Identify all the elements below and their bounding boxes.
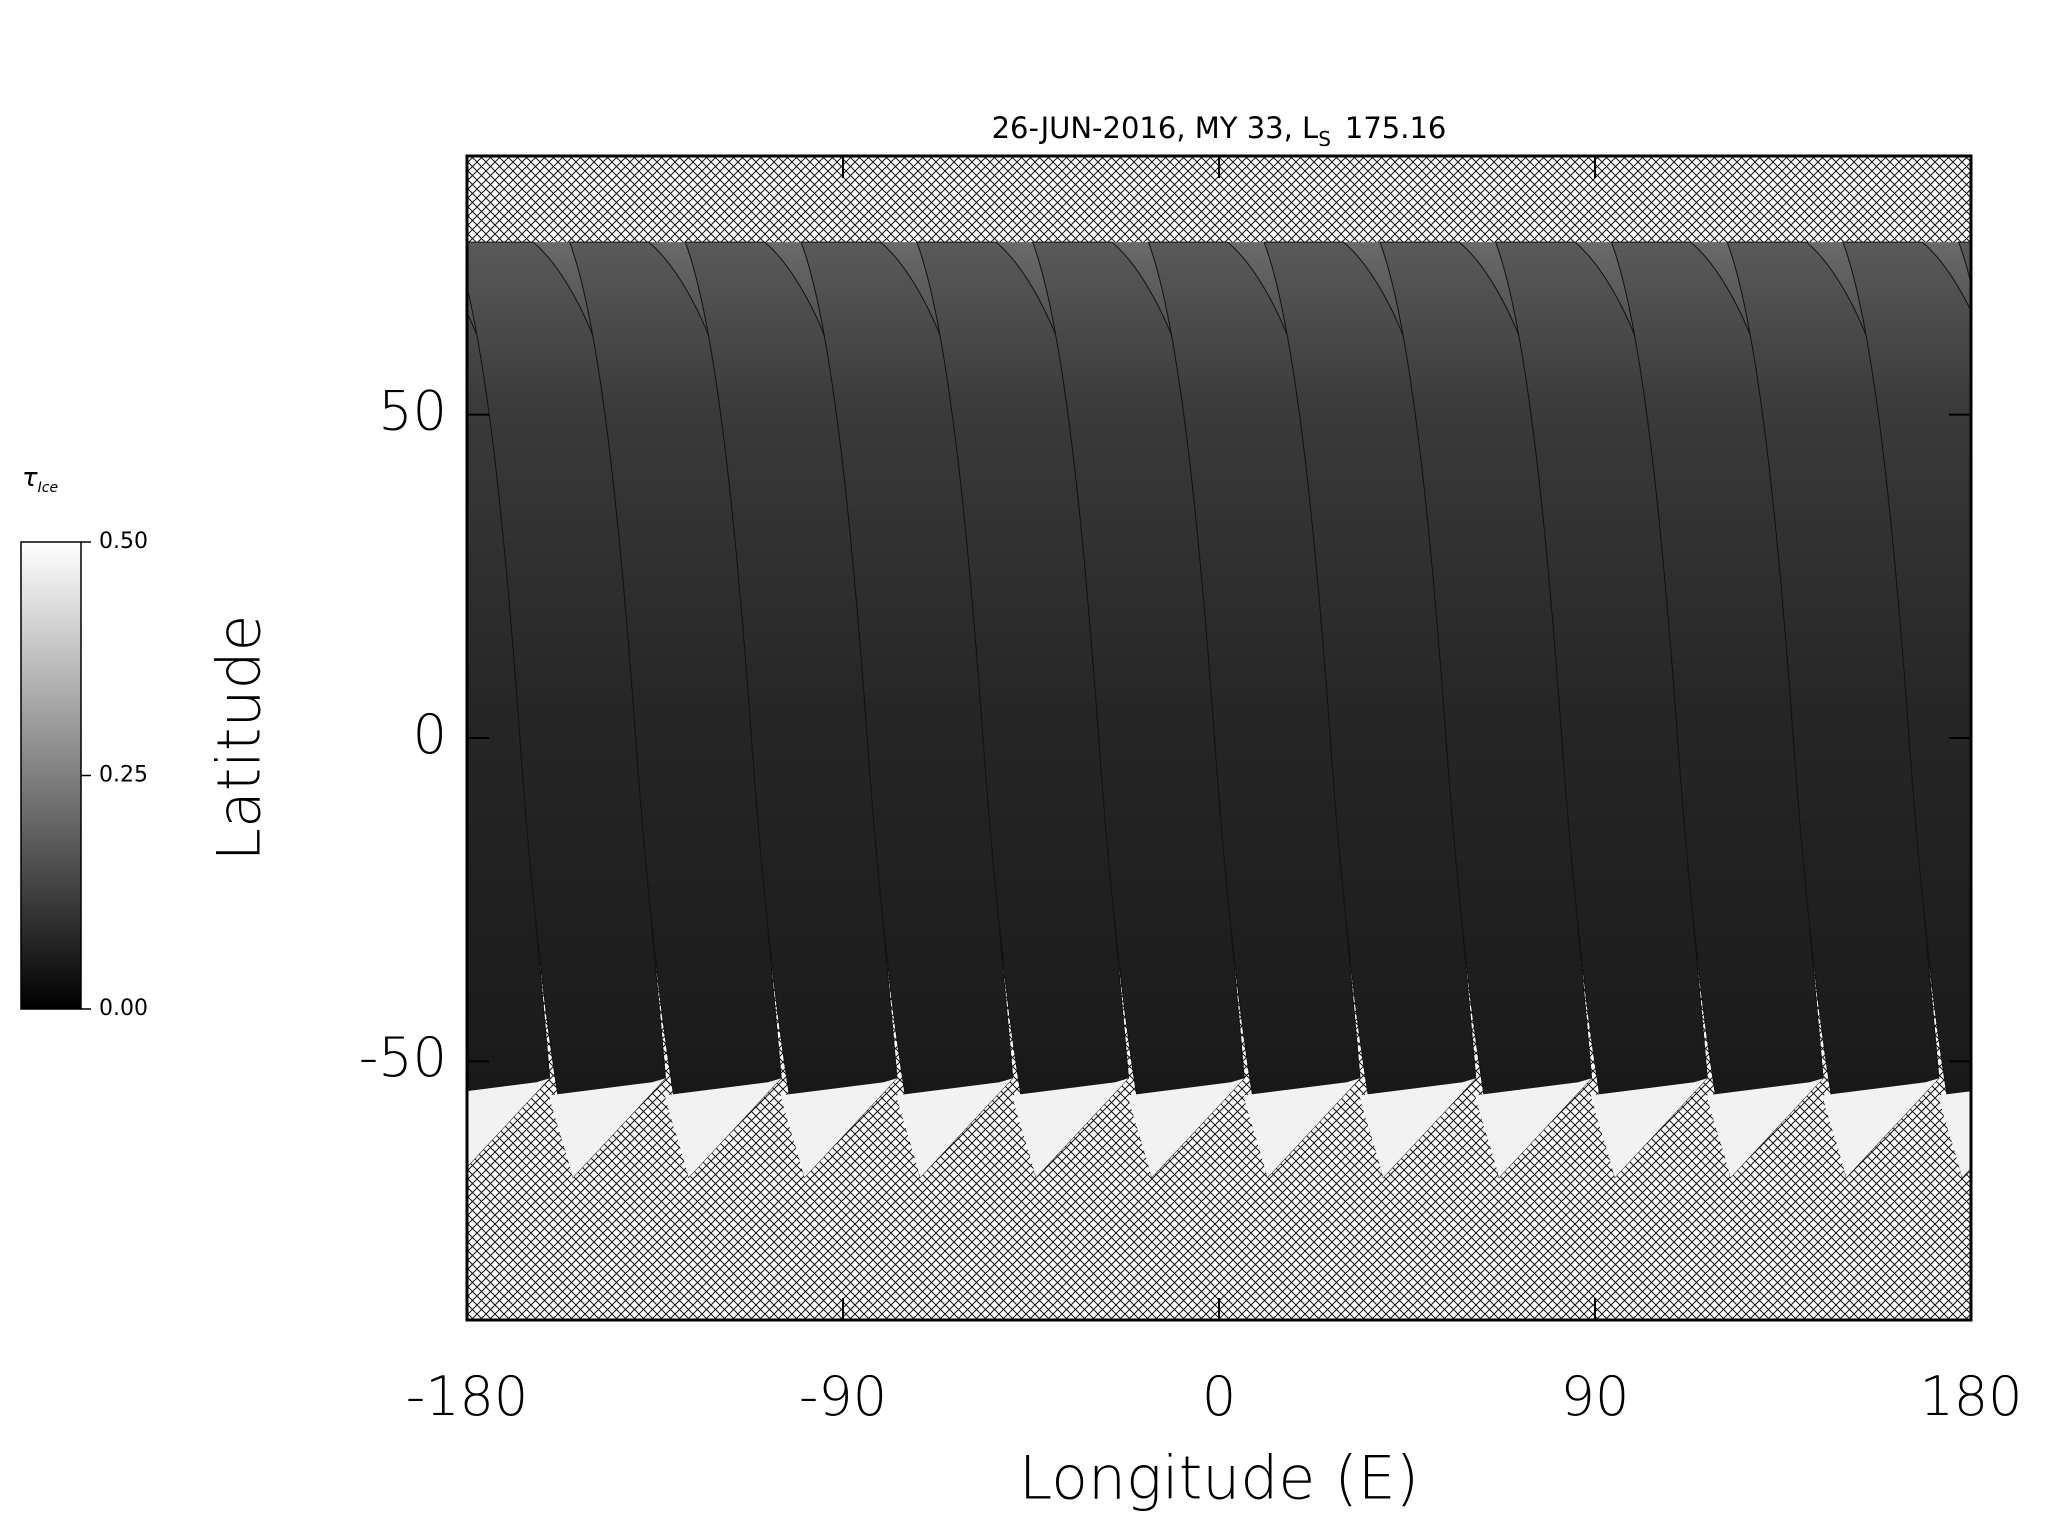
swath — [1957, 241, 1971, 286]
swath — [1842, 241, 1971, 1179]
title-subscript: S — [1318, 127, 1331, 151]
polar-cap — [780, 1078, 897, 1178]
x-tick-label: -90 — [799, 1365, 887, 1428]
colorbar-tick-label: 0.00 — [99, 996, 148, 1021]
x-axis-label: Longitude (E) — [1019, 1444, 1419, 1514]
polar-cap — [1012, 1078, 1129, 1178]
y-tick-label: 0 — [413, 703, 447, 766]
title-value: 175.16 — [1345, 111, 1446, 145]
polar-cap — [1822, 1078, 1939, 1178]
x-tick-label: 180 — [1919, 1365, 2022, 1428]
chart-title: 26-JUN-2016, MY 33, LS 175.16 — [992, 111, 1447, 151]
polar-cap — [664, 1078, 782, 1178]
colorbar-symbol: τ — [22, 463, 38, 493]
polar-cap — [1590, 1078, 1708, 1178]
polar-cap — [1127, 1078, 1245, 1178]
x-tick-label: -180 — [406, 1365, 529, 1428]
y-axis-label: Latitude — [205, 615, 275, 862]
y-tick-label: 50 — [378, 379, 447, 442]
polar-cap — [1359, 1078, 1476, 1178]
map-image — [467, 156, 1971, 1320]
colorbar-tick-label: 0.50 — [99, 529, 148, 554]
x-tick-label: 90 — [1561, 1365, 1630, 1428]
polar-cap — [1706, 1078, 1824, 1178]
colorbar-subscript: Ice — [38, 480, 58, 496]
colorbar-tick-label: 0.25 — [99, 763, 148, 788]
polar-cap — [467, 1078, 550, 1167]
x-tick-label: 0 — [1202, 1365, 1236, 1428]
colorbar-label: τIce — [22, 463, 58, 497]
colorbar — [20, 541, 82, 1010]
title-text: 26-JUN-2016, MY 33, L — [992, 111, 1319, 145]
polar-cap — [896, 1078, 1013, 1178]
polar-cap — [1243, 1078, 1360, 1178]
y-tick-label: -50 — [359, 1026, 447, 1089]
polar-cap — [549, 1078, 666, 1178]
polar-cap — [1938, 1091, 1971, 1178]
polar-cap — [1475, 1078, 1592, 1178]
